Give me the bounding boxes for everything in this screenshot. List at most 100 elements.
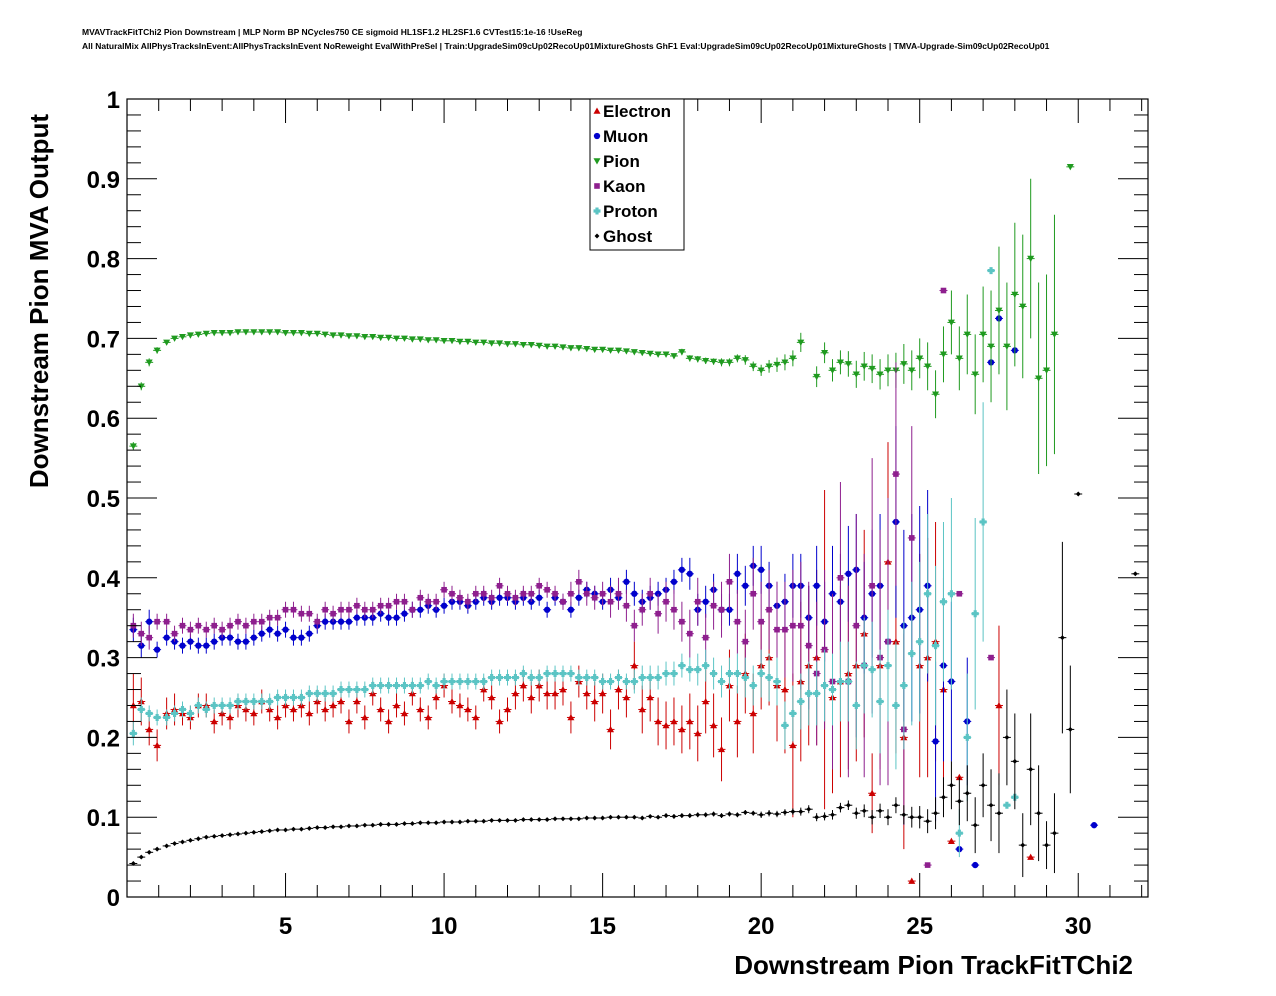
proton-point [646, 665, 655, 690]
ghost-point [860, 804, 869, 818]
proton-point [606, 673, 615, 690]
ghost-point [780, 809, 789, 816]
muon-point [281, 621, 290, 638]
y-tick-label: 0.2 [87, 725, 120, 752]
pion-point [725, 358, 734, 367]
kaon-marker [599, 590, 606, 597]
proton-point [471, 673, 480, 690]
pion-marker [662, 351, 670, 358]
muon-marker [417, 606, 424, 613]
proton-point [677, 653, 686, 678]
pion-marker [274, 329, 282, 336]
proton-marker [868, 666, 876, 674]
ghost-point [281, 827, 290, 833]
electron-point [717, 717, 726, 782]
muon-point [535, 589, 544, 606]
kaon-point [487, 589, 496, 606]
proton-point [162, 709, 171, 726]
ghost-point [614, 814, 623, 820]
kaon-point [265, 609, 274, 626]
electron-marker [456, 701, 464, 709]
ghost-marker [972, 822, 978, 828]
kaon-marker [687, 630, 693, 637]
pion-marker [678, 349, 686, 356]
ghost-point [574, 816, 583, 822]
pion-point [614, 347, 623, 354]
muon-marker [670, 578, 678, 585]
electron-point [344, 709, 353, 734]
pion-point [344, 333, 353, 340]
pion-marker [741, 357, 749, 364]
proton-point [503, 669, 512, 686]
pion-marker [535, 342, 543, 350]
kaon-point [153, 613, 162, 630]
proton-marker [385, 682, 393, 690]
pion-point [1042, 274, 1051, 467]
ghost-point [646, 813, 655, 819]
pion-point [939, 326, 948, 383]
pion-point [432, 337, 441, 344]
proton-point [479, 673, 488, 690]
pion-point [551, 343, 560, 350]
electron-marker [654, 717, 662, 725]
kaon-marker [797, 622, 804, 629]
proton-point [828, 653, 837, 726]
electron-marker [646, 694, 654, 701]
pion-point [995, 246, 1003, 375]
ghost-point [344, 823, 353, 829]
electron-marker [686, 717, 694, 725]
pion-marker [725, 359, 733, 366]
proton-point [178, 701, 187, 718]
pion-marker [646, 350, 654, 358]
proton-marker [900, 682, 908, 690]
pion-point [646, 350, 655, 358]
kaon-marker [552, 590, 558, 597]
pion-marker [583, 345, 591, 353]
muon-marker [282, 626, 289, 633]
pion-marker [289, 330, 297, 337]
kaon-point [170, 625, 179, 642]
kaon-point [614, 577, 623, 610]
muon-marker [742, 582, 749, 589]
proton-marker [757, 670, 765, 678]
pion-marker [963, 331, 971, 338]
proton-point [376, 677, 385, 694]
proton-marker [773, 678, 781, 686]
kaon-marker [837, 575, 844, 581]
pion-point [717, 358, 726, 367]
ghost-marker [671, 813, 677, 819]
proton-point [527, 669, 536, 686]
ghost-point [796, 807, 805, 816]
pion-marker [932, 391, 940, 398]
ghost-point [368, 822, 377, 828]
proton-marker [424, 678, 432, 686]
ghost-marker [1067, 726, 1073, 732]
kaon-marker [805, 642, 812, 649]
proton-marker [630, 678, 638, 686]
proton-point [891, 641, 900, 770]
kaon-point [511, 589, 520, 606]
pion-point [828, 359, 837, 382]
pion-point [757, 364, 766, 376]
kaon-point [709, 581, 718, 630]
pion-point [129, 442, 138, 451]
kaon-marker [274, 614, 281, 621]
ghost-point [773, 810, 781, 818]
ghost-marker [1059, 635, 1065, 641]
electron-marker [321, 705, 329, 713]
ghost-marker [195, 836, 201, 842]
ghost-point [582, 815, 591, 821]
pion-point [947, 290, 956, 355]
proton-marker [765, 674, 773, 682]
pion-marker [599, 346, 607, 354]
electron-point [527, 681, 536, 714]
ghost-point [638, 815, 647, 821]
proton-point [598, 673, 607, 690]
proton-marker [186, 709, 194, 717]
pion-point [844, 351, 853, 377]
y-tick-label: 0.6 [87, 406, 120, 433]
ghost-point [424, 820, 433, 826]
pion-point [566, 345, 575, 352]
proton-point [923, 513, 932, 674]
proton-point [360, 681, 369, 698]
